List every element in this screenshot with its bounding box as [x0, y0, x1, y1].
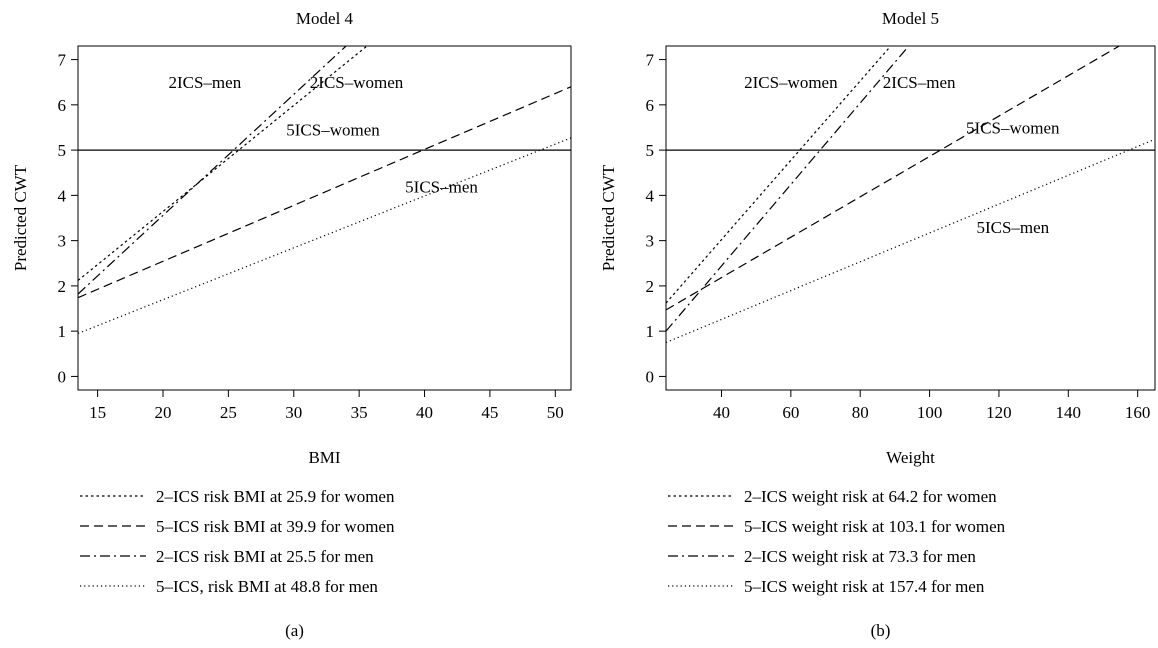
y-tick-label: 7 [646, 51, 655, 70]
series-group [666, 46, 1155, 344]
y-tick-label: 2 [58, 277, 67, 296]
y-tick-label: 0 [58, 367, 67, 386]
x-tick-label: 80 [852, 403, 869, 422]
y-tick-label: 0 [646, 367, 655, 386]
chart-title: Model 5 [882, 9, 939, 28]
panel-label: (a) [285, 621, 304, 640]
x-tick-label: 40 [713, 403, 730, 422]
plot-frame [665, 45, 1156, 391]
line-annotation: 5ICS–men [405, 177, 478, 196]
series-line-1 [78, 46, 368, 281]
x-tick-label: 50 [547, 403, 564, 422]
legend-label: 5–ICS weight risk at 103.1 for women [744, 517, 1006, 536]
y-tick-label: 6 [58, 96, 67, 115]
line-annotation: 2ICS–men [883, 73, 956, 92]
y-tick-label: 4 [58, 186, 67, 205]
y-tick-label: 5 [58, 141, 67, 160]
y-tick-label: 1 [646, 322, 655, 341]
y-tick-label: 7 [58, 51, 67, 70]
legend-label: 2–ICS risk BMI at 25.5 for men [156, 547, 374, 566]
y-tick-label: 4 [646, 186, 655, 205]
x-axis-label: BMI [308, 448, 340, 467]
series-line-4 [666, 138, 1155, 344]
y-tick-label: 1 [58, 322, 67, 341]
y-tick-label: 3 [58, 232, 67, 251]
legend-label: 5–ICS weight risk at 157.4 for men [744, 577, 985, 596]
series-line-2 [666, 46, 1120, 311]
x-tick-label: 45 [481, 403, 498, 422]
chart-title: Model 4 [296, 9, 354, 28]
panel-2: Model 5 0 1 2 3 4 5 6 7 40 60 80 100 120 140 160 Weight P… [599, 9, 1156, 640]
x-tick-label: 140 [1056, 403, 1082, 422]
legend-label: 2–ICS weight risk at 64.2 for women [744, 487, 997, 506]
x-tick-label: 40 [416, 403, 433, 422]
x-tick-label: 60 [782, 403, 799, 422]
x-tick-label: 120 [986, 403, 1012, 422]
x-axis-label: Weight [886, 448, 935, 467]
series-line-3 [666, 46, 910, 332]
x-tick-label: 100 [917, 403, 943, 422]
legend-label: 2–ICS risk BMI at 25.9 for women [156, 487, 395, 506]
series-line-3 [78, 46, 347, 295]
line-annotation: 5ICS–men [976, 218, 1049, 237]
line-annotation: 5ICS–women [286, 121, 380, 140]
y-tick-label: 5 [646, 141, 655, 160]
y-tick-label: 3 [646, 232, 655, 251]
series-line-1 [666, 46, 892, 304]
y-tick-label: 2 [646, 277, 655, 296]
x-tick-label: 15 [89, 403, 106, 422]
legend-label: 2–ICS weight risk at 73.3 for men [744, 547, 976, 566]
x-tick-label: 20 [155, 403, 172, 422]
line-annotation: 5ICS–women [966, 118, 1060, 137]
x-tick-label: 30 [285, 403, 302, 422]
legend-label: 5–ICS risk BMI at 39.9 for women [156, 517, 395, 536]
y-axis-label: Predicted CWT [599, 164, 618, 271]
plot-frame [77, 45, 572, 391]
series-group [78, 46, 571, 334]
x-tick-label: 35 [351, 403, 368, 422]
y-tick-label: 6 [646, 96, 655, 115]
y-axis-label: Predicted CWT [11, 164, 30, 271]
panel-label: (b) [871, 621, 891, 640]
series-line-2 [78, 86, 571, 299]
legend-label: 5–ICS, risk BMI at 48.8 for men [156, 577, 378, 596]
series-line-4 [78, 137, 571, 334]
x-tick-label: 25 [220, 403, 237, 422]
line-annotation: 2ICS–women [310, 73, 404, 92]
x-tick-label: 160 [1125, 403, 1151, 422]
line-annotation: 2ICS–men [168, 73, 241, 92]
line-annotation: 2ICS–women [744, 73, 838, 92]
